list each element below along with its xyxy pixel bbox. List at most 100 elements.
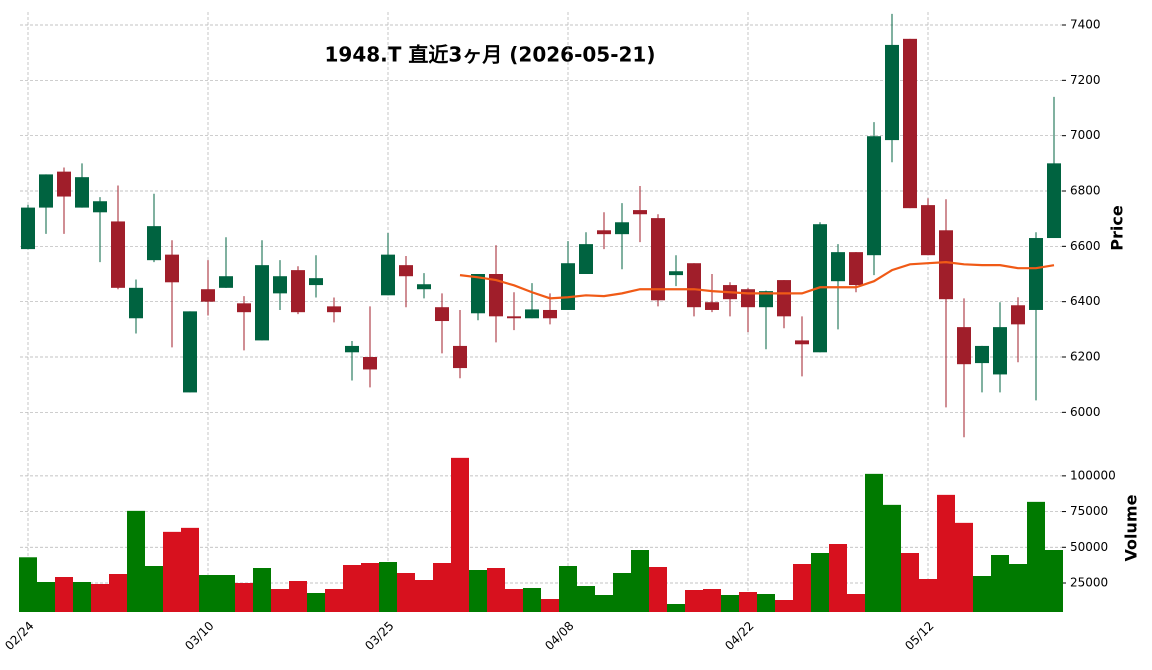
y-tick-label: 75000 <box>1070 504 1108 518</box>
candle-body <box>1047 163 1061 239</box>
candle-body <box>849 252 863 286</box>
candle-body <box>219 276 233 288</box>
candle-body <box>291 270 305 313</box>
candle-body <box>975 345 989 364</box>
volume-bar <box>235 583 253 612</box>
volume-axis-label: Volume <box>1122 494 1141 561</box>
volume-bar <box>307 593 325 612</box>
volume-bar <box>55 577 73 612</box>
volume-bar <box>343 565 361 612</box>
volume-bar <box>397 573 415 612</box>
volume-bar <box>937 494 955 612</box>
candle-body <box>597 230 611 235</box>
candle-body <box>345 345 359 353</box>
volume-bar <box>73 582 91 612</box>
candle-body <box>525 309 539 319</box>
candle-body <box>327 306 341 313</box>
x-tick-label: 04/22 <box>722 619 756 653</box>
candle-body <box>183 311 197 393</box>
y-tick-label: 7000 <box>1070 128 1101 142</box>
candle-body <box>579 244 593 275</box>
volume-bar <box>127 510 145 612</box>
volume-bar <box>721 595 739 612</box>
volume-bar <box>919 579 937 612</box>
candle-body <box>795 340 809 345</box>
x-tick-label: 03/25 <box>362 619 396 653</box>
volume-bar <box>865 473 883 612</box>
y-tick-label: 6400 <box>1070 294 1101 308</box>
candle-body <box>453 345 467 369</box>
candle-body <box>255 265 269 341</box>
volume-bar <box>487 568 505 612</box>
candle-body <box>21 207 35 250</box>
candle-body <box>309 278 323 286</box>
candle-body <box>201 289 215 302</box>
candle-body <box>669 271 683 276</box>
volume-bar <box>595 595 613 612</box>
volume-bar <box>469 570 487 612</box>
volume-bar <box>253 568 271 612</box>
candle-body <box>237 303 251 313</box>
y-tick-label: 25000 <box>1070 576 1108 590</box>
candle-body <box>867 136 881 256</box>
volume-bar <box>667 604 685 612</box>
y-tick-label: 6600 <box>1070 239 1101 253</box>
y-tick-label: 50000 <box>1070 540 1108 554</box>
volume-bar <box>577 586 595 612</box>
volume-bar <box>505 589 523 612</box>
candle-body <box>129 287 143 319</box>
candle-body <box>615 222 629 235</box>
chart-title: 1948.T 直近3ヶ月 (2026-05-21) <box>325 43 656 67</box>
volume-bar <box>91 584 109 612</box>
volume-bar <box>217 575 235 612</box>
candle-body <box>705 302 719 310</box>
volume-bar <box>901 553 919 612</box>
volume-bar <box>289 581 307 612</box>
volume-bar <box>541 599 559 612</box>
candle-body <box>471 274 485 314</box>
volume-bar <box>757 594 775 612</box>
candle-body <box>57 171 71 197</box>
y-tick-label: 6800 <box>1070 184 1101 198</box>
candle-body <box>417 284 431 290</box>
volume-bar <box>793 564 811 612</box>
candle-body <box>147 226 161 261</box>
volume-bar <box>181 527 199 612</box>
candle-body <box>507 316 521 319</box>
volume-bar <box>163 531 181 612</box>
x-tick-label: 02/24 <box>2 619 36 653</box>
x-tick-label: 05/12 <box>902 619 936 653</box>
x-tick-label: 04/08 <box>542 619 576 653</box>
candle-body <box>273 276 287 294</box>
y-tick-label: 7200 <box>1070 73 1101 87</box>
candle-body <box>435 307 449 322</box>
candle-body <box>75 177 89 208</box>
candle-body <box>759 291 773 308</box>
y-tick-label: 7400 <box>1070 18 1101 32</box>
candle-body <box>381 254 395 296</box>
candle-body <box>939 230 953 300</box>
volume-bar <box>415 580 433 612</box>
volume-bar <box>19 557 37 612</box>
volume-bar <box>883 504 901 612</box>
volume-bar <box>145 566 163 612</box>
volume-bar <box>991 555 1009 612</box>
volume-bar <box>685 590 703 612</box>
candle-body <box>957 327 971 365</box>
candle-body <box>885 44 899 141</box>
volume-bar <box>37 582 55 612</box>
candle-body <box>1029 238 1043 310</box>
volume-bar <box>559 566 577 612</box>
volume-bar <box>451 457 469 612</box>
candle-body <box>363 357 377 370</box>
volume-bar <box>523 588 541 612</box>
volume-bar <box>703 589 721 612</box>
volume-bar <box>649 567 667 612</box>
volume-bar <box>775 600 793 612</box>
volume-bar <box>973 576 991 612</box>
candle-body <box>651 218 665 301</box>
candle-body <box>489 274 503 317</box>
x-tick-label: 03/10 <box>182 619 216 653</box>
